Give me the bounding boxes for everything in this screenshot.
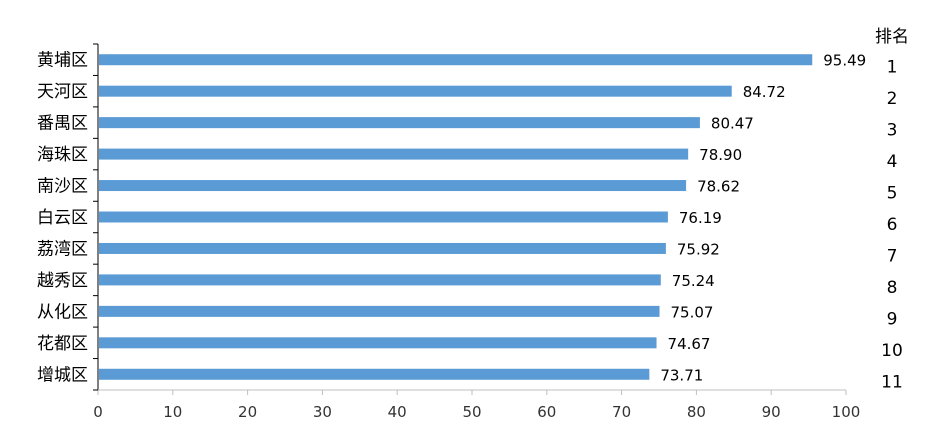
- category-label: 花都区: [37, 334, 88, 354]
- rank-label: 11: [881, 372, 903, 392]
- category-label: 黄埔区: [37, 51, 88, 71]
- category-label: 南沙区: [37, 177, 88, 197]
- data-label: 75.24: [672, 272, 715, 290]
- rank-label: 2: [887, 89, 898, 109]
- bar: [99, 337, 657, 349]
- rank-label: 3: [887, 121, 898, 141]
- rank-label: 6: [887, 215, 898, 235]
- rank-label: 4: [887, 152, 898, 172]
- x-tick-label: 70: [612, 403, 631, 421]
- rank-label: 5: [887, 184, 898, 204]
- bar: [99, 54, 813, 66]
- data-label: 75.92: [677, 240, 720, 258]
- x-tick-label: 0: [93, 403, 103, 421]
- rank-label: 7: [887, 246, 898, 266]
- rank-header: 排名: [875, 27, 909, 47]
- data-label: 80.47: [711, 115, 754, 133]
- rank-label: 9: [887, 309, 898, 329]
- x-tick-label: 50: [462, 403, 481, 421]
- bar: [99, 117, 700, 129]
- rank-label: 10: [881, 341, 903, 361]
- data-label: 78.62: [697, 178, 740, 196]
- x-tick-label: 10: [163, 403, 182, 421]
- rank-label: 1: [887, 58, 898, 78]
- data-label: 76.19: [679, 209, 722, 227]
- category-label: 从化区: [37, 302, 88, 322]
- data-label: 74.67: [668, 335, 711, 353]
- x-tick-label: 80: [687, 403, 706, 421]
- bar: [99, 274, 661, 286]
- data-label: 75.07: [671, 303, 714, 321]
- bar: [99, 368, 650, 380]
- bar: [99, 180, 687, 192]
- data-label: 95.49: [823, 52, 866, 70]
- category-label: 天河区: [37, 82, 88, 102]
- data-label: 73.71: [660, 366, 703, 384]
- x-tick-label: 60: [537, 403, 556, 421]
- bar: [99, 211, 668, 223]
- x-tick-label: 30: [313, 403, 332, 421]
- data-label: 84.72: [743, 83, 786, 101]
- category-label: 越秀区: [37, 271, 88, 291]
- category-label: 增城区: [37, 365, 88, 385]
- category-label: 海珠区: [37, 145, 88, 165]
- category-label: 白云区: [37, 208, 88, 228]
- category-label: 荔湾区: [37, 239, 88, 259]
- bar: [99, 242, 666, 254]
- bar: [99, 305, 660, 317]
- category-label: 番禺区: [37, 114, 88, 134]
- x-tick-label: 20: [238, 403, 257, 421]
- data-label: 78.90: [699, 146, 742, 164]
- x-tick-label: 90: [762, 403, 781, 421]
- bar: [99, 85, 732, 97]
- x-tick-label: 100: [832, 403, 861, 421]
- x-tick-label: 40: [388, 403, 407, 421]
- rank-label: 8: [887, 278, 898, 298]
- bar: [99, 148, 689, 160]
